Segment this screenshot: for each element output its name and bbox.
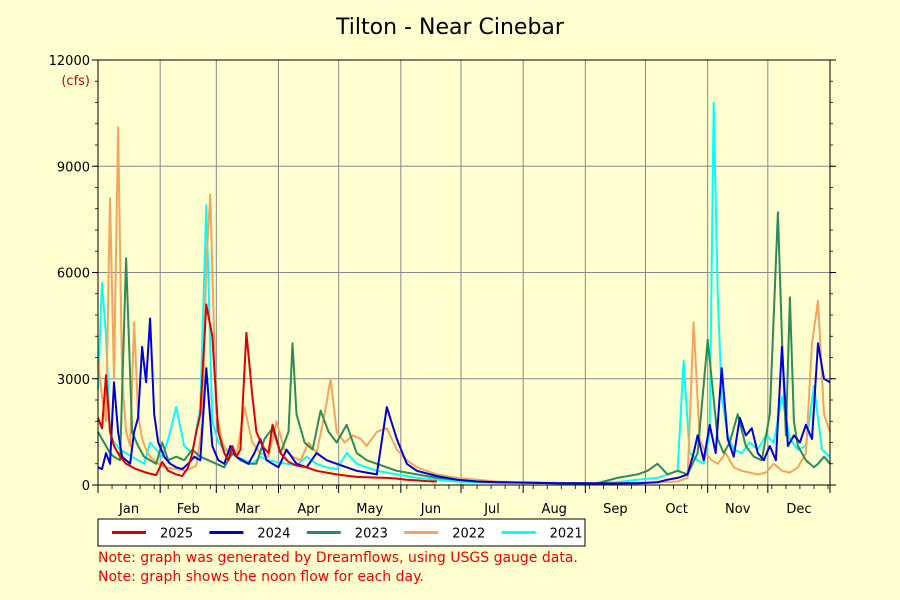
- legend-label-2025: 2025: [160, 527, 193, 542]
- x-tick-label: Jan: [118, 502, 139, 517]
- series-line-2024: [97, 317, 831, 485]
- series-line-2022: [97, 126, 831, 485]
- legend: 2025 2024 2023 2022 2021: [97, 518, 586, 547]
- x-tick-label: Jun: [420, 502, 441, 517]
- series-line-2021: [97, 101, 831, 485]
- x-tick-label: Mar: [235, 502, 260, 517]
- axes: Jan Feb Mar Apr May Jun Jul Aug Sep Oct Nov Dec 0 300…: [49, 54, 836, 517]
- note-noon-flow: Note: graph shows the noon flow for each…: [98, 569, 424, 585]
- y-tick-label: 0: [82, 479, 90, 494]
- legend-label-2022: 2022: [452, 527, 485, 542]
- x-tick-label: Dec: [786, 502, 811, 517]
- x-tick-label: Jul: [483, 502, 500, 517]
- x-tick-label: Sep: [603, 502, 628, 517]
- series-layer: [97, 101, 831, 485]
- series-line-2025: [97, 303, 437, 483]
- x-tick-label: Apr: [297, 502, 320, 517]
- y-tick-label: 12000: [49, 54, 90, 69]
- grid: [98, 60, 830, 485]
- chart-title: Tilton - Near Cinebar: [335, 15, 565, 40]
- series-line-2023: [97, 211, 831, 485]
- x-tick-label: Aug: [542, 502, 567, 517]
- x-tick-label: Nov: [725, 502, 751, 517]
- legend-label-2023: 2023: [355, 527, 388, 542]
- y-tick-label: 3000: [57, 373, 90, 388]
- x-tick-label: Feb: [177, 502, 200, 517]
- legend-label-2021: 2021: [550, 527, 583, 542]
- x-tick-label: Oct: [665, 502, 687, 517]
- y-tick-label: 9000: [57, 160, 90, 175]
- y-tick-label: 6000: [57, 267, 90, 282]
- x-tick-label: May: [356, 502, 383, 517]
- note-data-source: Note: graph was generated by Dreamflows,…: [98, 550, 578, 566]
- legend-label-2024: 2024: [257, 527, 290, 542]
- y-axis-unit: (cfs): [61, 74, 90, 89]
